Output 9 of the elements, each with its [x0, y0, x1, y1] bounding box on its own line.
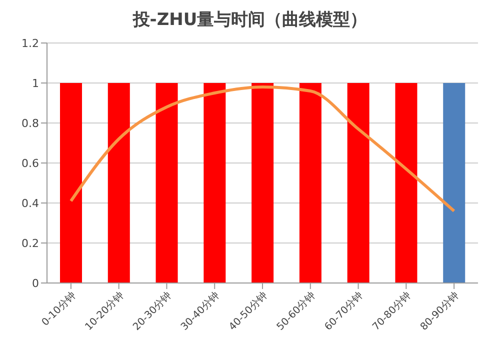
y-tick-label: 1: [32, 76, 39, 90]
y-tick-label: 0.2: [22, 236, 39, 250]
y-tick-label: 1.2: [22, 36, 39, 50]
chart-title: 投-ZHU量与时间（曲线模型）: [132, 9, 368, 32]
y-tick-label: 0.4: [22, 196, 39, 210]
line-series: [69, 86, 456, 212]
y-tick-label: 0.6: [22, 156, 39, 170]
y-tick-label: 0: [32, 276, 39, 290]
y-tick-label: 0.8: [22, 116, 39, 130]
